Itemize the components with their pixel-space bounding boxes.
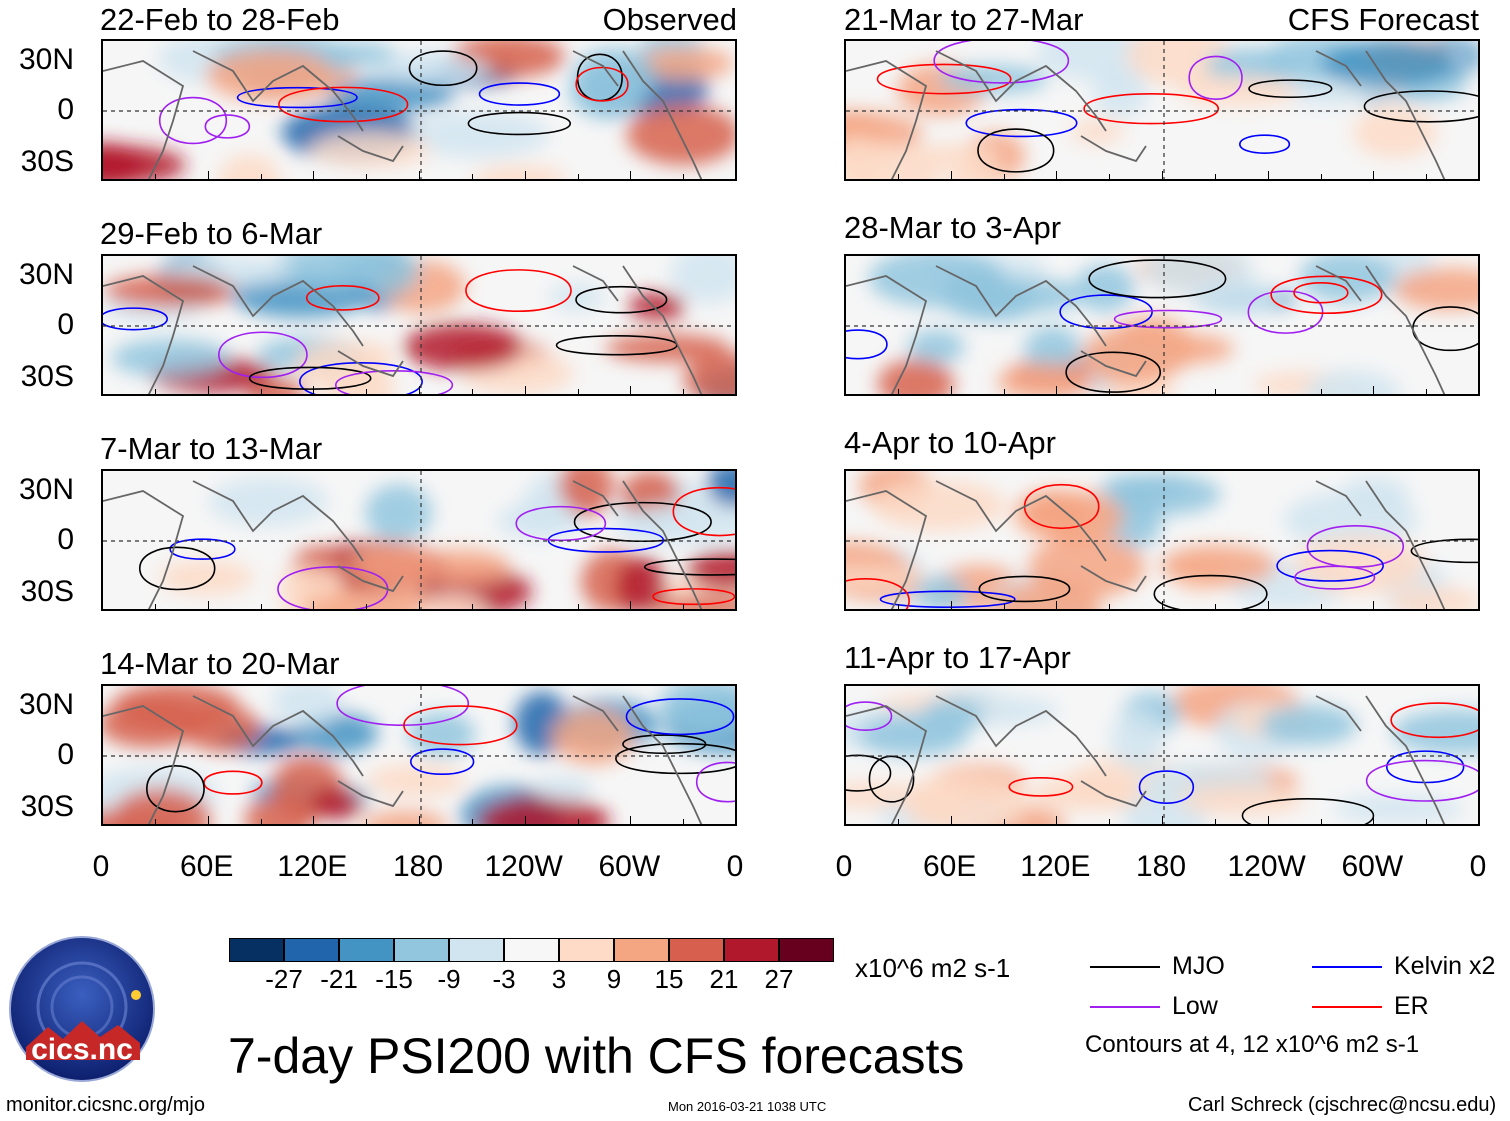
legend-label: MJO xyxy=(1172,952,1225,980)
x-tick-label: 0 xyxy=(92,850,110,883)
map-forecast-4 xyxy=(844,684,1480,826)
map-observed-1 xyxy=(101,39,737,181)
forecast-label: CFS Forecast xyxy=(1287,2,1479,37)
colorbar-label: -9 xyxy=(437,964,461,994)
panel-title: 4-Apr to 10-Apr xyxy=(844,425,1056,460)
map-forecast-2 xyxy=(844,254,1480,396)
x-tick-label: 0 xyxy=(1469,850,1487,883)
x-tick-label: 60W xyxy=(598,850,661,883)
observed-label: Observed xyxy=(602,2,737,37)
x-tick-label: 60W xyxy=(1341,850,1404,883)
panel-title: 14-Mar to 20-Mar xyxy=(100,646,340,681)
main-title: 7-day PSI200 with CFS forecasts xyxy=(228,1028,965,1084)
colorbar-label: -15 xyxy=(375,964,413,994)
panel-title: 29-Feb to 6-Mar xyxy=(100,216,323,251)
panel-title: 22-Feb to 28-Feb xyxy=(100,2,340,37)
contour-note: Contours at 4, 12 x10^6 m2 s-1 xyxy=(1085,1031,1420,1058)
colorbar-units: x10^6 m2 s-1 xyxy=(855,953,1011,983)
map-forecast-1 xyxy=(844,39,1480,181)
panel-title: 21-Mar to 27-Mar xyxy=(844,2,1084,37)
colorbar-swatch xyxy=(394,938,449,962)
y-tick-label: 30S xyxy=(20,360,74,393)
legend-line-er xyxy=(1312,1006,1382,1008)
colorbar-label: 9 xyxy=(606,964,622,994)
y-tick-label: 30N xyxy=(18,43,74,76)
map-observed-4 xyxy=(101,684,737,826)
legend-label: Kelvin x2 xyxy=(1394,952,1496,980)
colorbar-label: 15 xyxy=(654,964,684,994)
colorbar-label: -27 xyxy=(265,964,303,994)
y-tick-label: 30N xyxy=(18,688,74,721)
x-tick-label: 120W xyxy=(484,850,563,883)
colorbar-swatch xyxy=(504,938,559,962)
y-tick-label: 0 xyxy=(57,523,74,556)
y-tick-label: 30S xyxy=(20,575,74,608)
colorbar-label: 27 xyxy=(764,964,794,994)
legend-label: Low xyxy=(1172,992,1218,1020)
footer-timestamp: Mon 2016-03-21 1038 UTC xyxy=(668,1099,827,1114)
footer-url[interactable]: monitor.cicsnc.org/mjo xyxy=(6,1094,205,1116)
colorbar-label: 21 xyxy=(709,964,739,994)
colorbar-swatch xyxy=(559,938,614,962)
panel-title: 28-Mar to 3-Apr xyxy=(844,210,1062,245)
map-observed-2 xyxy=(101,254,737,396)
legend-line-kelvin-x2 xyxy=(1312,966,1382,968)
panel-title: 11-Apr to 17-Apr xyxy=(844,640,1071,675)
colorbar-swatch xyxy=(229,938,284,962)
legend-line-low xyxy=(1090,1006,1160,1008)
x-tick-label: 180 xyxy=(392,850,444,883)
y-tick-label: 30S xyxy=(20,790,74,823)
colorbar-label: -3 xyxy=(492,964,516,994)
logo-text: cics.nc xyxy=(31,1033,133,1066)
x-tick-label: 0 xyxy=(835,850,853,883)
y-tick-label: 30N xyxy=(18,258,74,291)
map-observed-3 xyxy=(101,469,737,611)
colorbar-swatch xyxy=(724,938,779,962)
map-forecast-3 xyxy=(844,469,1480,611)
y-tick-label: 0 xyxy=(57,738,74,771)
colorbar-swatch xyxy=(669,938,724,962)
cics-logo: cics.nc xyxy=(8,935,156,1083)
colorbar-label: 3 xyxy=(551,964,567,994)
colorbar-swatch xyxy=(284,938,339,962)
footer-author: Carl Schreck (cjschrec@ncsu.edu) xyxy=(1188,1094,1497,1116)
x-tick-label: 180 xyxy=(1135,850,1187,883)
colorbar-swatch xyxy=(449,938,504,962)
panel-title: 7-Mar to 13-Mar xyxy=(100,431,323,466)
colorbar-swatch xyxy=(614,938,669,962)
x-tick-label: 60E xyxy=(179,850,234,883)
colorbar-swatch xyxy=(779,938,834,962)
x-tick-label: 120W xyxy=(1227,850,1306,883)
x-tick-label: 60E xyxy=(922,850,977,883)
y-tick-label: 0 xyxy=(57,308,74,341)
legend-line-mjo xyxy=(1090,966,1160,968)
colorbar-swatch xyxy=(339,938,394,962)
x-tick-label: 120E xyxy=(277,850,348,883)
y-tick-label: 30N xyxy=(18,473,74,506)
colorbar-label: -21 xyxy=(320,964,358,994)
y-tick-label: 0 xyxy=(57,93,74,126)
y-tick-label: 30S xyxy=(20,145,74,178)
x-tick-label: 0 xyxy=(726,850,744,883)
legend-label: ER xyxy=(1394,992,1429,1020)
x-tick-label: 120E xyxy=(1020,850,1091,883)
